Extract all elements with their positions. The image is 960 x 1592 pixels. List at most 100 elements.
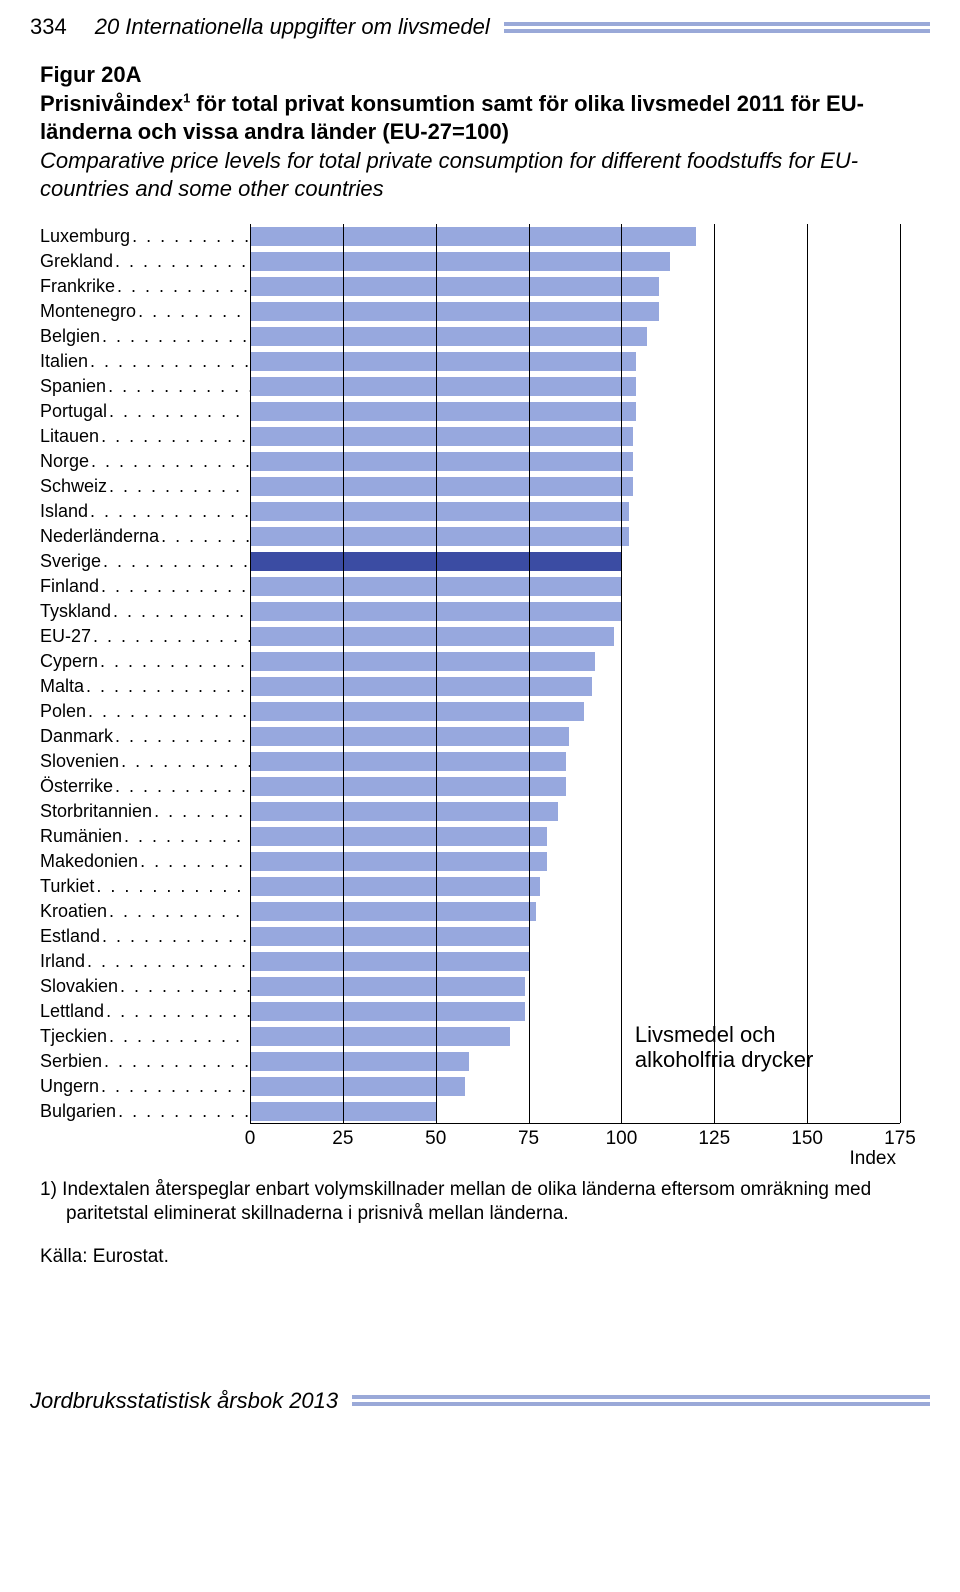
bar-row xyxy=(250,599,900,624)
y-label: Cypern . . . . . . . . . . . . . . . . .… xyxy=(40,649,250,674)
chart: Luxemburg . . . . . . . . . . . . . . . … xyxy=(40,224,920,1170)
figure-title-pre: Prisnivåindex xyxy=(40,91,183,116)
bar-row xyxy=(250,799,900,824)
bar xyxy=(250,477,633,496)
bar-row xyxy=(250,749,900,774)
page-header: 334 20 Internationella uppgifter om livs… xyxy=(0,0,960,44)
y-label: Luxemburg . . . . . . . . . . . . . . . … xyxy=(40,224,250,249)
bar xyxy=(250,977,525,996)
plot-column: Livsmedel och alkoholfria drycker 025507… xyxy=(250,224,920,1170)
bar-row xyxy=(250,824,900,849)
bar-row xyxy=(250,424,900,449)
bar xyxy=(250,652,595,671)
y-label: Grekland . . . . . . . . . . . . . . . .… xyxy=(40,249,250,274)
bar xyxy=(250,727,569,746)
y-label: Frankrike . . . . . . . . . . . . . . . … xyxy=(40,274,250,299)
bar-row xyxy=(250,274,900,299)
y-label: Island . . . . . . . . . . . . . . . . .… xyxy=(40,499,250,524)
y-label: Litauen . . . . . . . . . . . . . . . . … xyxy=(40,424,250,449)
bar xyxy=(250,502,629,521)
bar-row xyxy=(250,1074,900,1099)
bar-row xyxy=(250,1024,900,1049)
y-label: Rumänien . . . . . . . . . . . . . . . .… xyxy=(40,824,250,849)
header-rule-2 xyxy=(504,29,930,33)
bar-row xyxy=(250,724,900,749)
gridline xyxy=(436,224,437,1123)
bar-row xyxy=(250,649,900,674)
y-label: Sverige . . . . . . . . . . . . . . . . … xyxy=(40,549,250,574)
bar-row xyxy=(250,449,900,474)
page: 334 20 Internationella uppgifter om livs… xyxy=(0,0,960,1414)
y-label: Slovenien . . . . . . . . . . . . . . . … xyxy=(40,749,250,774)
bar-row xyxy=(250,324,900,349)
bar-row xyxy=(250,999,900,1024)
page-number: 334 xyxy=(30,14,67,40)
bar xyxy=(250,302,659,321)
bar xyxy=(250,852,547,871)
bar xyxy=(250,252,670,271)
gridline xyxy=(714,224,715,1123)
bar xyxy=(250,427,633,446)
bar-row xyxy=(250,699,900,724)
bar xyxy=(250,627,614,646)
page-footer: Jordbruksstatistisk årsbok 2013 xyxy=(0,1388,960,1414)
x-tick: 0 xyxy=(245,1128,256,1150)
bar-row xyxy=(250,224,900,249)
bar-row xyxy=(250,499,900,524)
footnote: 1) Indextalen återspeglar enbart volymsk… xyxy=(40,1178,920,1226)
bar-row xyxy=(250,674,900,699)
x-axis-ticks: 0255075100125150175 xyxy=(250,1124,900,1150)
y-label: Lettland . . . . . . . . . . . . . . . .… xyxy=(40,999,250,1024)
bar xyxy=(250,352,636,371)
bar-row xyxy=(250,524,900,549)
gridline xyxy=(621,224,622,1123)
bar xyxy=(250,802,558,821)
bar xyxy=(250,752,566,771)
bar xyxy=(250,277,659,296)
bar xyxy=(250,777,566,796)
y-label: Belgien . . . . . . . . . . . . . . . . … xyxy=(40,324,250,349)
bar xyxy=(250,227,696,246)
bar xyxy=(250,677,592,696)
bar xyxy=(250,1077,465,1096)
y-label: Norge . . . . . . . . . . . . . . . . . … xyxy=(40,449,250,474)
footer-rules xyxy=(352,1395,930,1406)
gridline xyxy=(343,224,344,1123)
bar-row xyxy=(250,249,900,274)
x-axis-label: Index xyxy=(250,1148,900,1170)
bar-row xyxy=(250,374,900,399)
bar xyxy=(250,452,633,471)
bar-row xyxy=(250,899,900,924)
figure-label: Figur 20A xyxy=(40,62,920,88)
y-label: Ungern . . . . . . . . . . . . . . . . .… xyxy=(40,1074,250,1099)
gridline xyxy=(529,224,530,1123)
x-tick: 75 xyxy=(518,1128,539,1150)
header-rule-1 xyxy=(504,22,930,26)
bar-row xyxy=(250,1099,900,1124)
x-tick: 150 xyxy=(791,1128,823,1150)
bar xyxy=(250,827,547,846)
source: Källa: Eurostat. xyxy=(40,1246,920,1268)
y-label: Tjeckien . . . . . . . . . . . . . . . .… xyxy=(40,1024,250,1049)
footer-title: Jordbruksstatistisk årsbok 2013 xyxy=(30,1388,338,1414)
bar-row xyxy=(250,349,900,374)
y-label: Finland . . . . . . . . . . . . . . . . … xyxy=(40,574,250,599)
x-tick: 50 xyxy=(425,1128,446,1150)
bar-row xyxy=(250,974,900,999)
bar xyxy=(250,1027,510,1046)
bar xyxy=(250,702,584,721)
y-label: Estland . . . . . . . . . . . . . . . . … xyxy=(40,924,250,949)
bar-row xyxy=(250,1049,900,1074)
figure-heading: Figur 20A Prisnivåindex1 för total priva… xyxy=(40,62,920,202)
gridline xyxy=(807,224,808,1123)
content: Figur 20A Prisnivåindex1 för total priva… xyxy=(0,44,960,1170)
y-label: Bulgarien . . . . . . . . . . . . . . . … xyxy=(40,1099,250,1124)
y-label: Nederländerna . . . . . . . . . . . . . … xyxy=(40,524,250,549)
bar-row xyxy=(250,549,900,574)
y-label: Storbritannien . . . . . . . . . . . . .… xyxy=(40,799,250,824)
y-label: Montenegro . . . . . . . . . . . . . . .… xyxy=(40,299,250,324)
section-title: 20 Internationella uppgifter om livsmede… xyxy=(95,14,490,40)
plot-area: Livsmedel och alkoholfria drycker xyxy=(250,224,900,1124)
y-label: Slovakien . . . . . . . . . . . . . . . … xyxy=(40,974,250,999)
x-tick: 25 xyxy=(332,1128,353,1150)
